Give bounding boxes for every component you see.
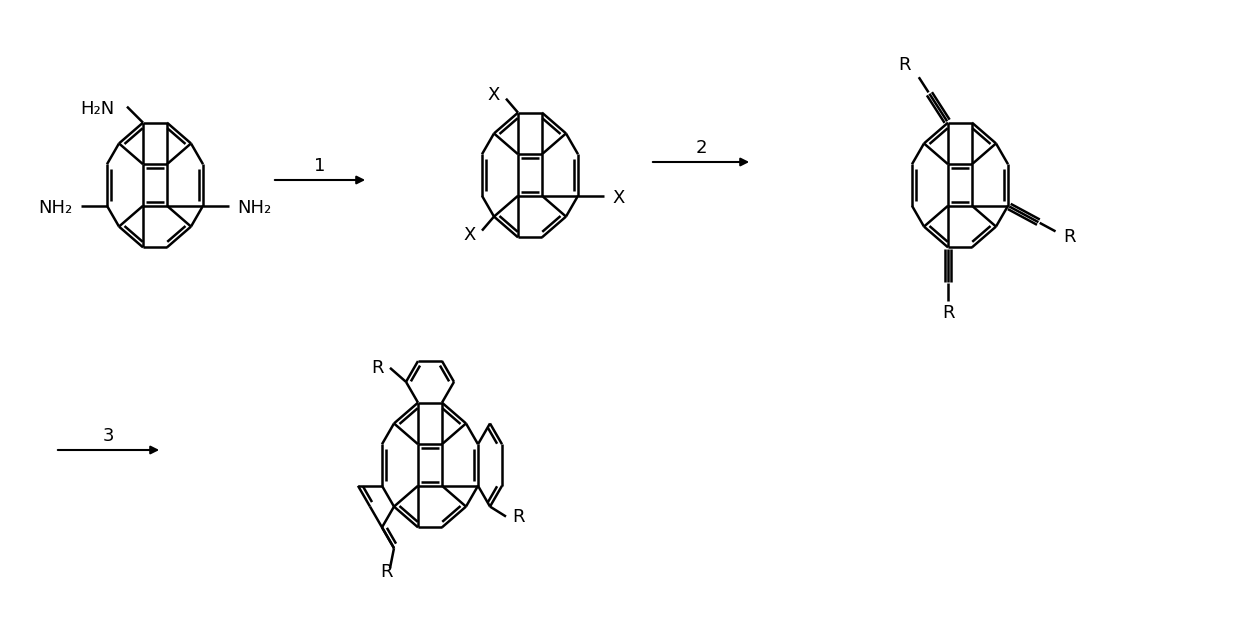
Text: X: X bbox=[487, 86, 500, 104]
Text: R: R bbox=[372, 359, 384, 377]
Text: 3: 3 bbox=[103, 427, 114, 445]
Text: R: R bbox=[379, 563, 392, 581]
Text: X: X bbox=[613, 189, 625, 207]
Text: R: R bbox=[899, 56, 911, 74]
Text: 2: 2 bbox=[696, 139, 707, 157]
Text: NH₂: NH₂ bbox=[38, 199, 73, 217]
Text: NH₂: NH₂ bbox=[237, 199, 272, 217]
Text: R: R bbox=[512, 507, 525, 526]
Text: X: X bbox=[464, 226, 476, 243]
Text: R: R bbox=[1063, 228, 1076, 246]
Text: 1: 1 bbox=[314, 157, 326, 175]
Text: H₂N: H₂N bbox=[81, 100, 115, 118]
Text: R: R bbox=[941, 305, 955, 322]
